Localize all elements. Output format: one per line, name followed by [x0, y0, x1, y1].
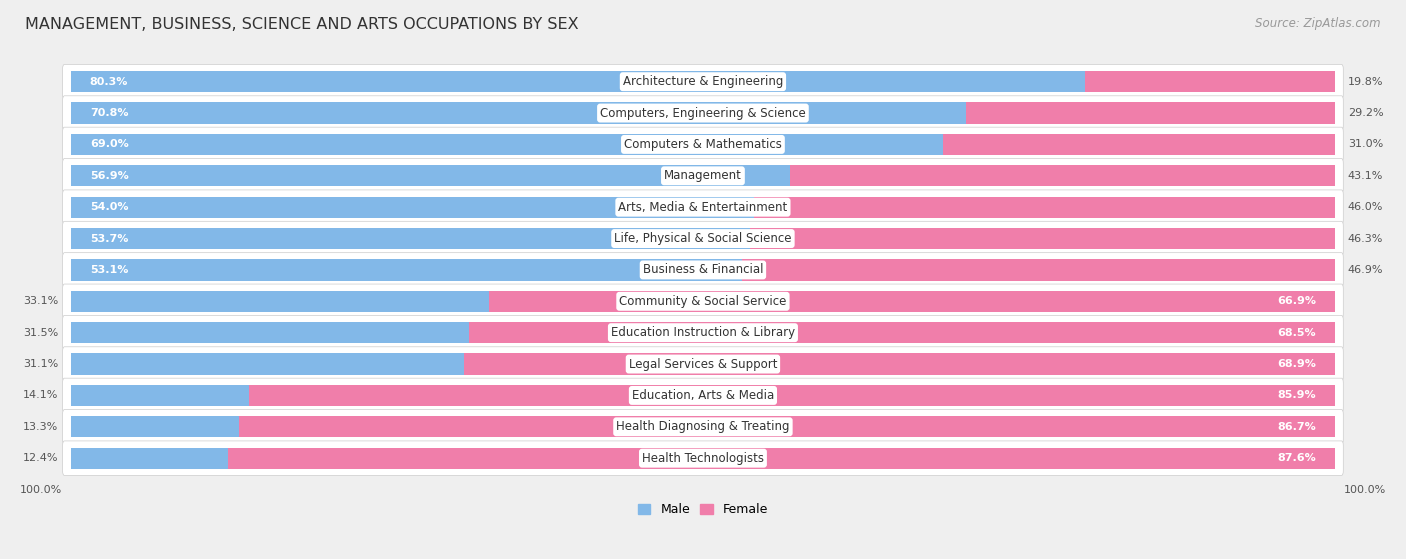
Text: 31.1%: 31.1%	[22, 359, 58, 369]
Text: 13.3%: 13.3%	[22, 422, 58, 432]
Bar	[70, 416, 239, 438]
Text: 31.0%: 31.0%	[1348, 139, 1384, 149]
Bar	[70, 71, 1085, 92]
Bar	[966, 102, 1336, 124]
Bar	[70, 353, 464, 375]
Bar	[70, 291, 489, 312]
Text: Life, Physical & Social Science: Life, Physical & Social Science	[614, 232, 792, 245]
Text: 69.0%: 69.0%	[90, 139, 128, 149]
Text: Community & Social Service: Community & Social Service	[619, 295, 786, 308]
Text: 86.7%: 86.7%	[1278, 422, 1316, 432]
FancyBboxPatch shape	[63, 159, 1343, 193]
Text: Business & Financial: Business & Financial	[643, 263, 763, 277]
Text: Arts, Media & Entertainment: Arts, Media & Entertainment	[619, 201, 787, 214]
Bar	[70, 322, 470, 343]
Text: 33.1%: 33.1%	[22, 296, 58, 306]
Bar	[749, 228, 1336, 249]
Text: Health Technologists: Health Technologists	[643, 452, 763, 465]
Text: Source: ZipAtlas.com: Source: ZipAtlas.com	[1256, 17, 1381, 30]
Bar	[70, 259, 742, 281]
Bar	[70, 134, 943, 155]
Text: 56.9%: 56.9%	[90, 171, 128, 181]
Bar	[489, 291, 1336, 312]
Text: Education Instruction & Library: Education Instruction & Library	[610, 326, 794, 339]
Bar	[742, 259, 1336, 281]
Text: 46.9%: 46.9%	[1348, 265, 1384, 275]
FancyBboxPatch shape	[63, 378, 1343, 413]
Text: MANAGEMENT, BUSINESS, SCIENCE AND ARTS OCCUPATIONS BY SEX: MANAGEMENT, BUSINESS, SCIENCE AND ARTS O…	[25, 17, 579, 32]
FancyBboxPatch shape	[63, 64, 1343, 99]
Text: 54.0%: 54.0%	[90, 202, 128, 212]
FancyBboxPatch shape	[63, 347, 1343, 381]
Text: 31.5%: 31.5%	[22, 328, 58, 338]
Text: 66.9%: 66.9%	[1277, 296, 1316, 306]
Bar	[470, 322, 1336, 343]
Text: 68.5%: 68.5%	[1278, 328, 1316, 338]
Text: 19.8%: 19.8%	[1348, 77, 1384, 87]
Bar	[464, 353, 1336, 375]
FancyBboxPatch shape	[63, 96, 1343, 130]
Text: Computers, Engineering & Science: Computers, Engineering & Science	[600, 107, 806, 120]
Bar	[1085, 71, 1336, 92]
Text: 87.6%: 87.6%	[1278, 453, 1316, 463]
Bar	[70, 448, 228, 469]
Text: Architecture & Engineering: Architecture & Engineering	[623, 75, 783, 88]
Text: 14.1%: 14.1%	[22, 390, 58, 400]
Bar	[943, 134, 1336, 155]
FancyBboxPatch shape	[63, 315, 1343, 350]
FancyBboxPatch shape	[63, 221, 1343, 256]
Legend: Male, Female: Male, Female	[633, 498, 773, 521]
FancyBboxPatch shape	[63, 284, 1343, 319]
Bar	[228, 448, 1336, 469]
FancyBboxPatch shape	[63, 441, 1343, 476]
Bar	[239, 416, 1336, 438]
Bar	[249, 385, 1336, 406]
Text: 85.9%: 85.9%	[1278, 390, 1316, 400]
Text: 12.4%: 12.4%	[22, 453, 58, 463]
Text: 100.0%: 100.0%	[20, 485, 62, 495]
Text: Computers & Mathematics: Computers & Mathematics	[624, 138, 782, 151]
Text: 43.1%: 43.1%	[1348, 171, 1384, 181]
Text: 68.9%: 68.9%	[1277, 359, 1316, 369]
Text: Legal Services & Support: Legal Services & Support	[628, 358, 778, 371]
Text: 46.3%: 46.3%	[1348, 234, 1384, 244]
Text: 53.7%: 53.7%	[90, 234, 128, 244]
Bar	[754, 197, 1336, 218]
Bar	[70, 165, 790, 187]
Text: Health Diagnosing & Treating: Health Diagnosing & Treating	[616, 420, 790, 433]
FancyBboxPatch shape	[63, 127, 1343, 162]
Bar	[70, 102, 966, 124]
Text: 100.0%: 100.0%	[1343, 485, 1386, 495]
Text: 29.2%: 29.2%	[1348, 108, 1384, 118]
Text: Management: Management	[664, 169, 742, 182]
Text: 46.0%: 46.0%	[1348, 202, 1384, 212]
Text: 53.1%: 53.1%	[90, 265, 128, 275]
FancyBboxPatch shape	[63, 253, 1343, 287]
Text: Education, Arts & Media: Education, Arts & Media	[631, 389, 775, 402]
FancyBboxPatch shape	[63, 190, 1343, 224]
FancyBboxPatch shape	[63, 410, 1343, 444]
Bar	[70, 197, 754, 218]
Bar	[70, 228, 749, 249]
Bar	[70, 385, 249, 406]
Text: 70.8%: 70.8%	[90, 108, 128, 118]
Bar	[790, 165, 1336, 187]
Text: 80.3%: 80.3%	[90, 77, 128, 87]
